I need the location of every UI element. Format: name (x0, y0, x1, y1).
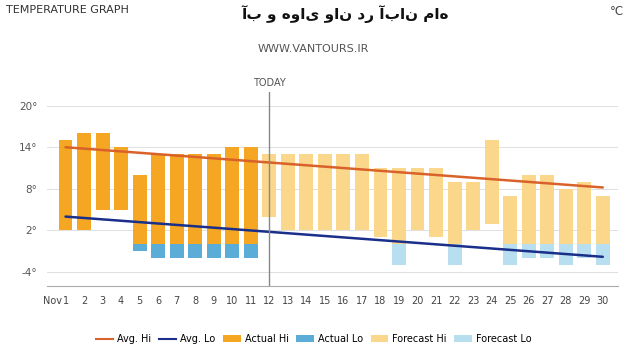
Bar (522, 244, 535, 258)
Bar (300, 154, 314, 231)
Bar (225, 244, 240, 258)
Bar (485, 140, 498, 223)
Bar (188, 154, 202, 258)
Bar (448, 182, 461, 265)
Text: °C: °C (609, 5, 624, 18)
Bar (503, 196, 517, 265)
Bar (170, 154, 184, 258)
Bar (318, 154, 332, 231)
Text: TODAY: TODAY (253, 78, 286, 88)
Bar (133, 175, 147, 251)
Bar (448, 244, 461, 265)
Bar (577, 244, 591, 258)
Bar (244, 147, 258, 258)
Bar (355, 154, 369, 231)
Text: آب و هوای وان در آبان ماه: آب و هوای وان در آبان ماه (241, 5, 448, 23)
Bar (225, 147, 240, 258)
Bar (596, 196, 609, 265)
Bar (151, 154, 165, 258)
Text: WWW.VANTOURS.IR: WWW.VANTOURS.IR (258, 44, 369, 54)
Bar (411, 168, 424, 231)
Bar (262, 154, 277, 217)
Bar (392, 168, 406, 265)
Bar (151, 244, 165, 258)
Bar (170, 244, 184, 258)
Bar (133, 244, 147, 251)
Bar (540, 244, 554, 258)
Bar (503, 244, 517, 265)
Legend: Avg. Hi, Avg. Lo, Actual Hi, Actual Lo, Forecast Hi, Forecast Lo: Avg. Hi, Avg. Lo, Actual Hi, Actual Lo, … (92, 330, 535, 348)
Bar (596, 244, 609, 265)
Bar (392, 244, 406, 265)
Bar (58, 140, 73, 231)
Bar (522, 175, 535, 258)
Bar (207, 244, 221, 258)
Bar (577, 182, 591, 258)
Bar (77, 133, 91, 231)
Bar (337, 154, 350, 231)
Bar (559, 244, 572, 265)
Bar (207, 154, 221, 258)
Bar (429, 168, 443, 238)
Bar (114, 147, 128, 210)
Bar (96, 133, 110, 210)
Bar (540, 175, 554, 258)
Bar (374, 168, 387, 238)
Bar (559, 189, 572, 265)
Bar (466, 182, 480, 231)
Bar (281, 154, 295, 231)
Bar (244, 244, 258, 258)
Bar (188, 244, 202, 258)
Text: TEMPERATURE GRAPH: TEMPERATURE GRAPH (6, 5, 129, 15)
